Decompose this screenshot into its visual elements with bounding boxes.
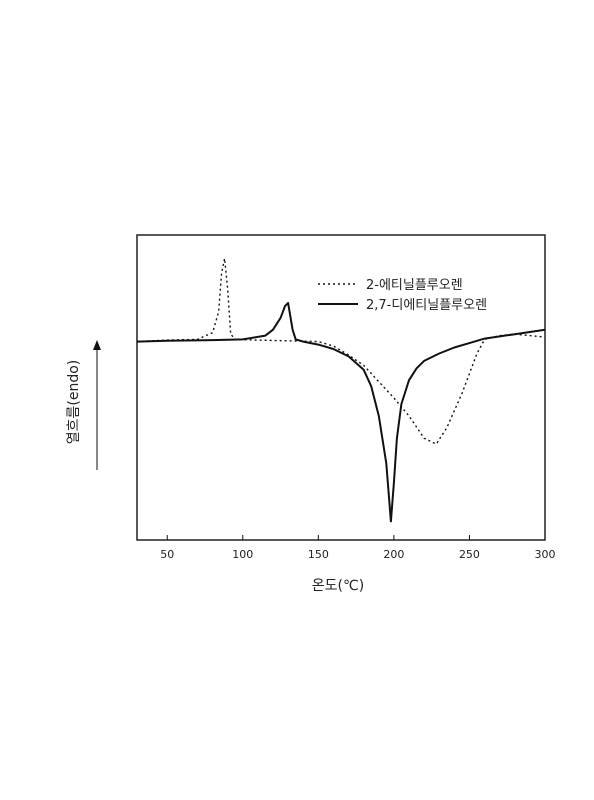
x-axis-title: 온도(℃) bbox=[312, 578, 364, 594]
x-tick-label: 200 bbox=[383, 548, 404, 561]
legend-label-1: 2-에티닐플루오렌 bbox=[366, 278, 463, 293]
plot-frame bbox=[136, 234, 546, 541]
y-axis-arrow bbox=[93, 340, 101, 470]
x-tick-label: 150 bbox=[308, 548, 329, 561]
plot-lines bbox=[136, 257, 546, 523]
series-line-1 bbox=[136, 257, 546, 445]
x-tick-label: 250 bbox=[459, 548, 480, 561]
x-tick-label: 100 bbox=[232, 548, 253, 561]
x-tick-label: 300 bbox=[535, 548, 556, 561]
x-tick-label: 50 bbox=[160, 548, 174, 561]
legend: 2-에티닐플루오렌 2,7-디에티닐플루오렌 bbox=[318, 278, 487, 313]
legend-label-2: 2,7-디에티닐플루오렌 bbox=[366, 298, 487, 313]
x-axis: 50 100 150 200 250 300 bbox=[160, 535, 556, 561]
series-line-2 bbox=[136, 301, 546, 523]
y-axis-title: 열흐름(endo) bbox=[66, 360, 82, 445]
